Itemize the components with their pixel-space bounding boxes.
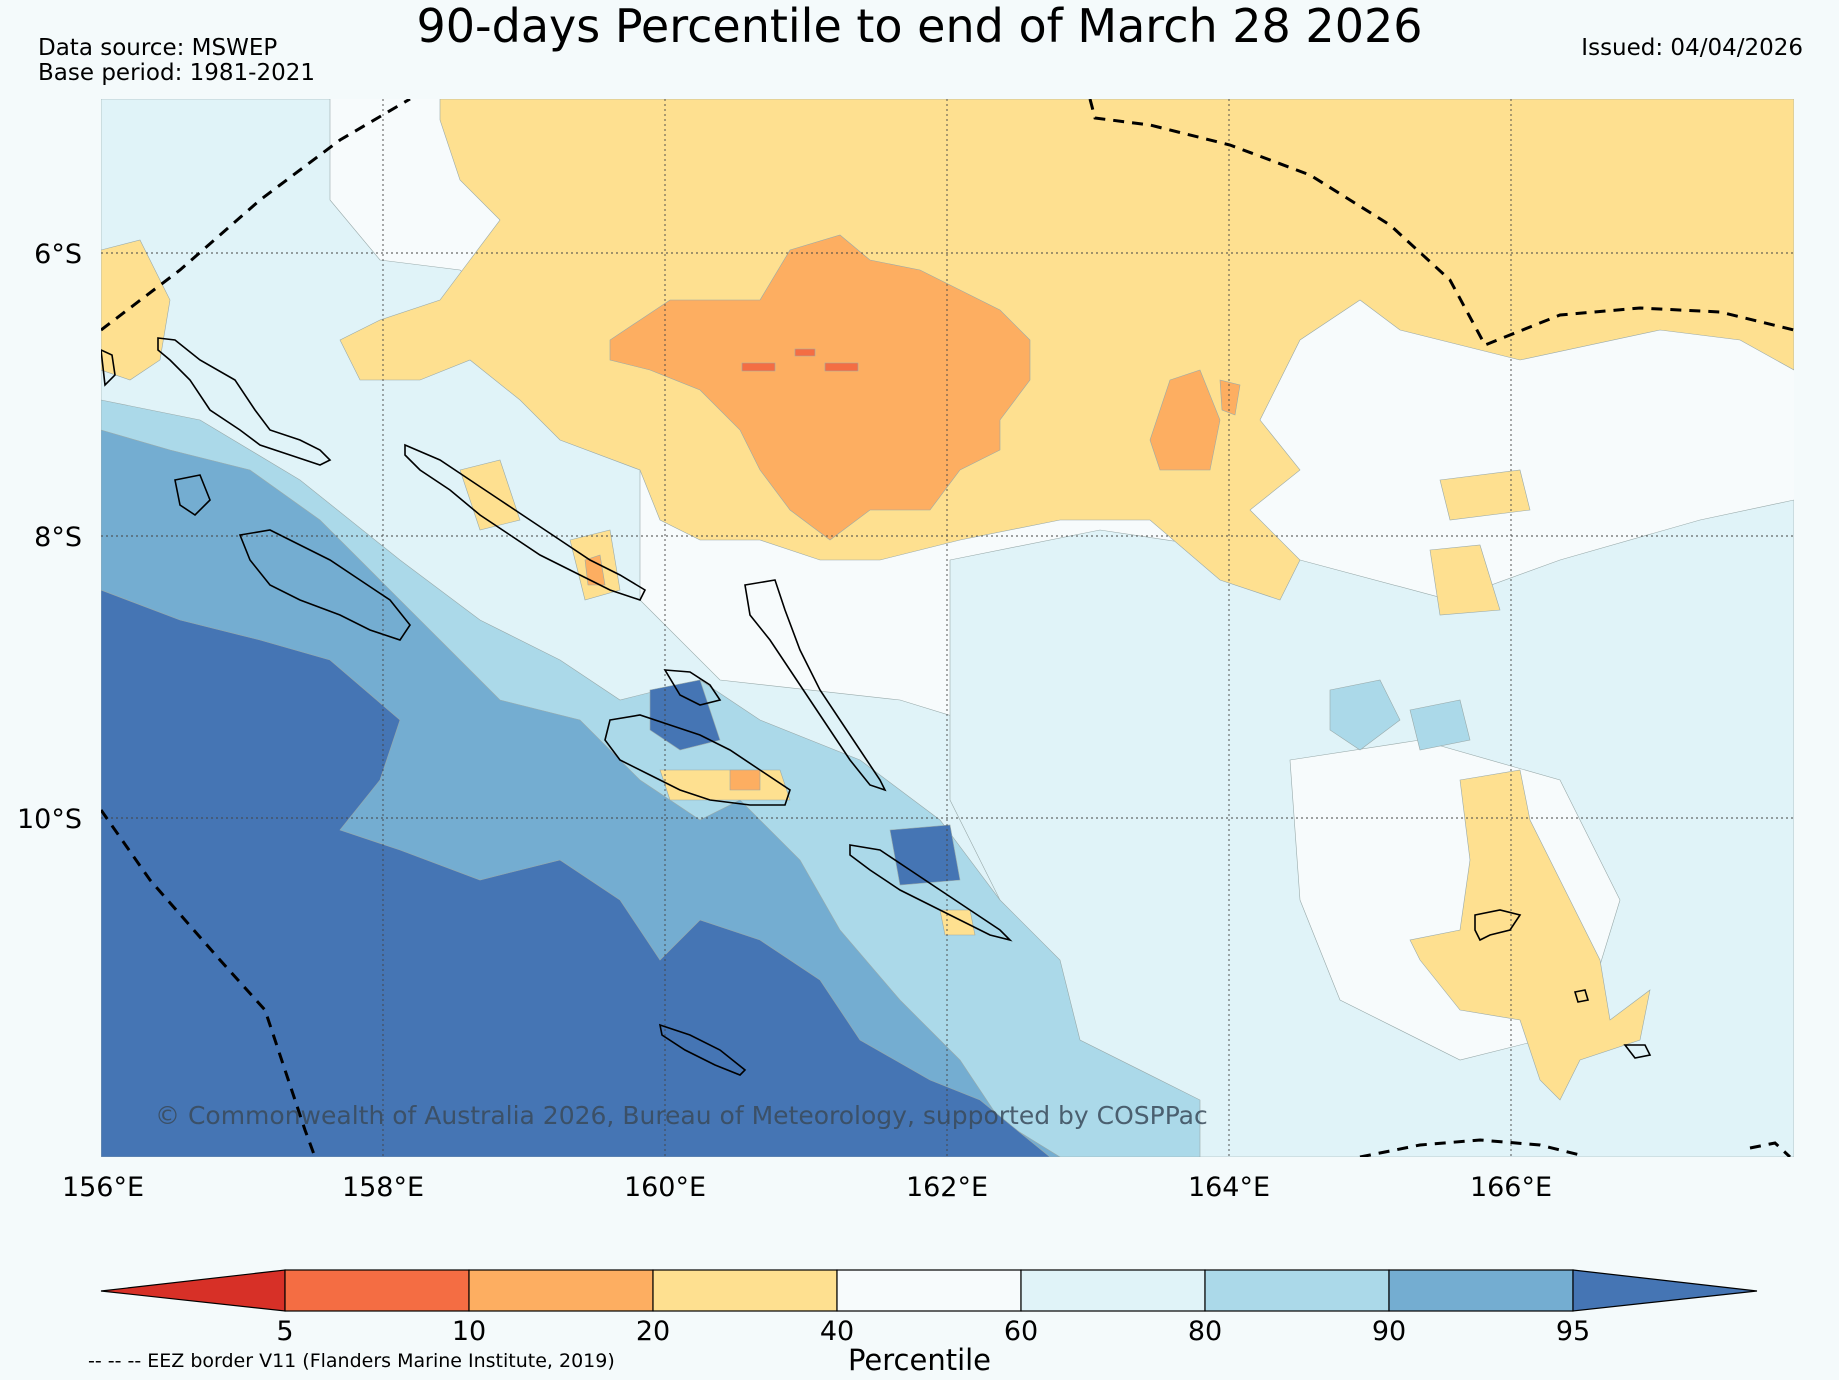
colorbar-40-60 (836, 1269, 1022, 1312)
lon-tick-160e: 160°E (624, 1172, 706, 1203)
data-source-label: Data source: MSWEP (38, 35, 278, 61)
lat-tick-6s: 6°S (34, 239, 82, 270)
florida-islands-coast (663, 669, 722, 706)
cb-tick-5: 5 (276, 1316, 293, 1347)
makira-coast (849, 844, 1013, 942)
lon-tick-166e: 166°E (1470, 1172, 1552, 1203)
lon-tick-156e: 156°E (62, 1172, 144, 1203)
cb-tick-10: 10 (452, 1316, 486, 1347)
eez-border-se (1359, 1138, 1581, 1157)
colorbar-ticks: 5 10 20 40 60 80 90 95 (276, 1316, 1590, 1347)
region-10-20 (609, 234, 1031, 541)
graticule (101, 99, 1794, 1157)
new-georgia-coast (174, 474, 411, 641)
colorbar-below-5 (100, 1269, 286, 1312)
map-title: 90-days Percentile to end of March 28 20… (416, 0, 1423, 53)
eez-border-sw (101, 809, 317, 1157)
copyright-notice: © Commonwealth of Australia 2026, Bureau… (155, 1101, 1208, 1130)
lon-axis-labels: 156°E 158°E 160°E 162°E 164°E 166°E (62, 1172, 1552, 1203)
cb-tick-90: 90 (1372, 1316, 1406, 1347)
eez-borders (101, 99, 1794, 1157)
lon-tick-164e: 164°E (1188, 1172, 1270, 1203)
region-above-95 (101, 589, 1051, 1157)
region-above-95-patch-b (889, 824, 961, 886)
eez-border-se-corner (1749, 1141, 1792, 1157)
region-5-10 (741, 348, 859, 372)
santa-isabel-coast (404, 443, 647, 601)
map-fill-layer (101, 99, 1794, 1157)
lat-tick-8s: 8°S (34, 522, 82, 553)
percentile-map: 6°S 8°S 10°S 156°E 158°E 160°E 162°E 164… (17, 99, 1794, 1203)
lon-tick-162e: 162°E (906, 1172, 988, 1203)
cb-tick-60: 60 (1004, 1316, 1038, 1347)
colorbar-5-10 (284, 1269, 470, 1312)
rennell-coast (658, 1023, 747, 1076)
colorbar-above-95 (1572, 1269, 1758, 1312)
eez-border-png (101, 99, 411, 332)
colorbar-60-80 (1020, 1269, 1206, 1312)
malaita-coast (744, 579, 887, 792)
colorbar-segments (100, 1269, 1758, 1312)
colorbar-title: Percentile (847, 1343, 992, 1377)
guadalcanal-coast (604, 714, 791, 806)
cb-tick-40: 40 (820, 1316, 854, 1347)
base-period-label: Base period: 1981-2021 (38, 60, 316, 86)
lat-axis-labels: 6°S 8°S 10°S (17, 239, 82, 835)
cb-tick-20: 20 (636, 1316, 670, 1347)
region-20-40-north (339, 99, 1794, 601)
colorbar-90-95 (1388, 1269, 1574, 1312)
region-10-20-spots (584, 554, 761, 791)
region-20-40-east-a (1429, 469, 1531, 616)
coastlines (101, 337, 1652, 1076)
cb-tick-80: 80 (1188, 1316, 1222, 1347)
shortland-coast (101, 349, 116, 387)
eez-border-north (1088, 99, 1794, 347)
meta-info: Data source: MSWEP Base period: 1981-202… (38, 36, 315, 86)
region-20-40-southeast (1409, 769, 1651, 1101)
santa-cruz-coast (1474, 909, 1652, 1059)
colorbar-20-40 (652, 1269, 838, 1312)
region-10-20-east (1149, 369, 1241, 471)
lat-tick-10s: 10°S (17, 804, 82, 835)
colorbar: 5 10 20 40 60 80 90 95 (100, 1269, 1758, 1347)
lon-tick-158e: 158°E (342, 1172, 424, 1203)
eez-legend-note: -- -- -- EEZ border V11 (Flanders Marine… (88, 1350, 615, 1372)
region-above-95-patch-a (649, 679, 721, 751)
issued-date: Issued: 04/04/2026 (1581, 35, 1803, 61)
colorbar-80-90 (1204, 1269, 1390, 1312)
choiseul-coast (157, 337, 332, 466)
region-80-90-east-patch (1329, 679, 1471, 751)
cb-tick-95: 95 (1556, 1316, 1590, 1347)
region-20-40-west-patch (101, 239, 171, 381)
colorbar-10-20 (468, 1269, 654, 1312)
